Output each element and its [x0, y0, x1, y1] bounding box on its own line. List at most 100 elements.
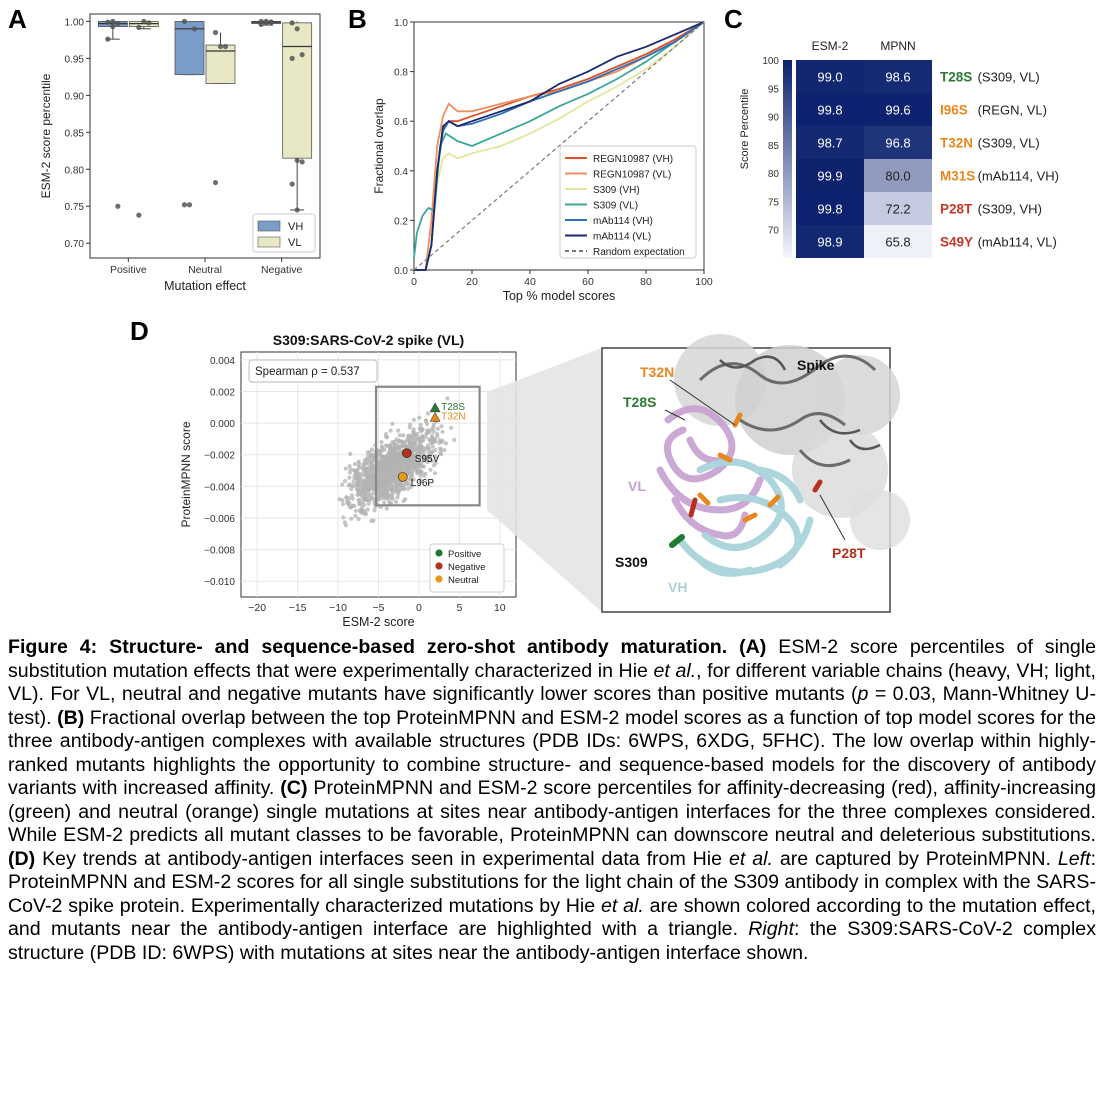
box-point — [141, 18, 147, 24]
heatmap-cell — [864, 60, 932, 93]
scatter-point — [366, 501, 371, 506]
x-axis-label: Mutation effect — [164, 279, 246, 293]
y-tick-label: −0.010 — [204, 577, 235, 588]
caption-c-label: (C) — [280, 777, 308, 799]
scatter-point — [354, 482, 359, 487]
y-tick-label: 0.85 — [65, 128, 85, 139]
y-tick-label: 0.0 — [394, 266, 408, 277]
scatter-point — [433, 471, 438, 476]
scatter-point — [382, 500, 387, 505]
scatter-point — [393, 467, 399, 472]
x-tick-label: −10 — [329, 602, 347, 614]
highlight-label: S95V — [415, 454, 440, 465]
caption-figure-label: Figure 4: Structure- and sequence-based … — [8, 636, 728, 658]
scatter-point — [401, 482, 407, 487]
heatmap-row-complex: (S309, VL) — [978, 136, 1040, 151]
y-tick-label: 1.0 — [394, 18, 408, 29]
scatter-point — [356, 516, 361, 522]
scatter-point — [399, 439, 404, 444]
scatter-point — [438, 447, 443, 453]
scatter-point — [349, 487, 354, 492]
scatter-point — [418, 423, 423, 428]
scatter-point — [378, 475, 383, 480]
figure-caption: Figure 4: Structure- and sequence-based … — [8, 636, 1096, 965]
scatter-point — [425, 459, 430, 464]
scatter-point — [382, 447, 387, 452]
caption-d-text-5: : the S309:SARS-CoV-2 complex structure … — [8, 918, 1096, 964]
scatter-point — [385, 466, 390, 471]
box-point — [110, 23, 116, 30]
scatter-point — [356, 487, 361, 492]
scatter-point — [424, 454, 429, 459]
scatter-point — [410, 446, 415, 452]
scatter-point — [395, 479, 400, 484]
scatter-point — [431, 422, 436, 427]
heatmap-cell-value: 65.8 — [885, 235, 910, 250]
scatter-point — [366, 476, 371, 481]
label-spike: Spike — [797, 357, 835, 373]
legend-label: mAb114 (VL) — [593, 232, 651, 243]
heatmap-cell — [796, 126, 864, 159]
box-point — [186, 202, 193, 208]
scatter-point — [364, 497, 369, 502]
heatmap-row-complex: (mAb114, VH) — [978, 169, 1059, 184]
heatmap-row-mutation: T32N — [940, 136, 973, 151]
panel-letter-b: B — [348, 4, 367, 34]
label-vl: VL — [628, 478, 646, 494]
scatter-point — [376, 450, 382, 455]
scatter-point — [367, 482, 372, 488]
heatmap-cell-value: 72.2 — [885, 202, 910, 217]
scatter-point — [350, 496, 355, 501]
x-tick-label: Positive — [110, 264, 147, 276]
box-point — [105, 36, 111, 42]
scatter-point — [397, 460, 402, 465]
heatmap-row-complex: (S309, VL) — [978, 70, 1040, 85]
legend-label: VL — [288, 237, 301, 249]
label-p28t: P28T — [832, 545, 866, 561]
y-tick-label: −0.006 — [204, 514, 235, 525]
scatter-point — [340, 498, 345, 503]
scatter-point — [401, 433, 406, 438]
legend-label: S309 (VH) — [593, 185, 640, 196]
heatmap-row-complex: (REGN, VL) — [978, 103, 1047, 118]
series-line — [413, 21, 705, 271]
spike-surface — [674, 334, 910, 550]
scatter-point — [414, 453, 419, 458]
series-line — [414, 21, 705, 271]
scatter-point — [388, 444, 393, 449]
scatter-point — [410, 435, 415, 440]
box-point — [299, 159, 305, 165]
y-tick-label: 1.00 — [65, 17, 85, 28]
scatter-point — [427, 437, 432, 442]
box-point — [263, 18, 269, 24]
heatmap-cell — [796, 60, 864, 93]
scatter-point — [401, 458, 406, 463]
scatter-point — [411, 429, 416, 434]
scatter-point — [388, 428, 393, 433]
legend-marker — [435, 549, 443, 557]
caption-et-al-1: et al. — [653, 659, 697, 682]
plot-frame — [413, 21, 705, 271]
series-line — [413, 21, 705, 258]
scatter-point — [368, 486, 373, 491]
label-vh: VH — [668, 579, 687, 595]
y-tick-label: −0.008 — [204, 546, 235, 557]
panel-d-scatter: S309:SARS-CoV-2 spike (VL) −20 −15 −10 −5 0 5 1… — [179, 332, 517, 629]
scatter-point — [394, 458, 399, 463]
scatter-point — [383, 485, 388, 490]
scatter-point — [396, 452, 401, 457]
t28s-leader-line — [664, 409, 686, 421]
box-point — [110, 18, 116, 24]
panel-letter-c: C — [724, 4, 743, 34]
scatter-point — [417, 415, 422, 420]
box-point — [217, 43, 224, 50]
heatmap-cell — [796, 225, 864, 258]
scatter-point — [352, 461, 357, 467]
scatter-point — [423, 471, 428, 476]
heatmap-cell — [796, 159, 864, 192]
scatter-point — [418, 445, 423, 451]
y-tick-label: 0.002 — [210, 388, 235, 399]
heatmap-cell-value: 80.0 — [885, 169, 910, 184]
caption-d-text-1: Key trends at antibody-antigen interface… — [42, 847, 723, 870]
panel-d-structure-rendering: Spike T32N T28S VL S309 VH P28T — [487, 334, 910, 613]
